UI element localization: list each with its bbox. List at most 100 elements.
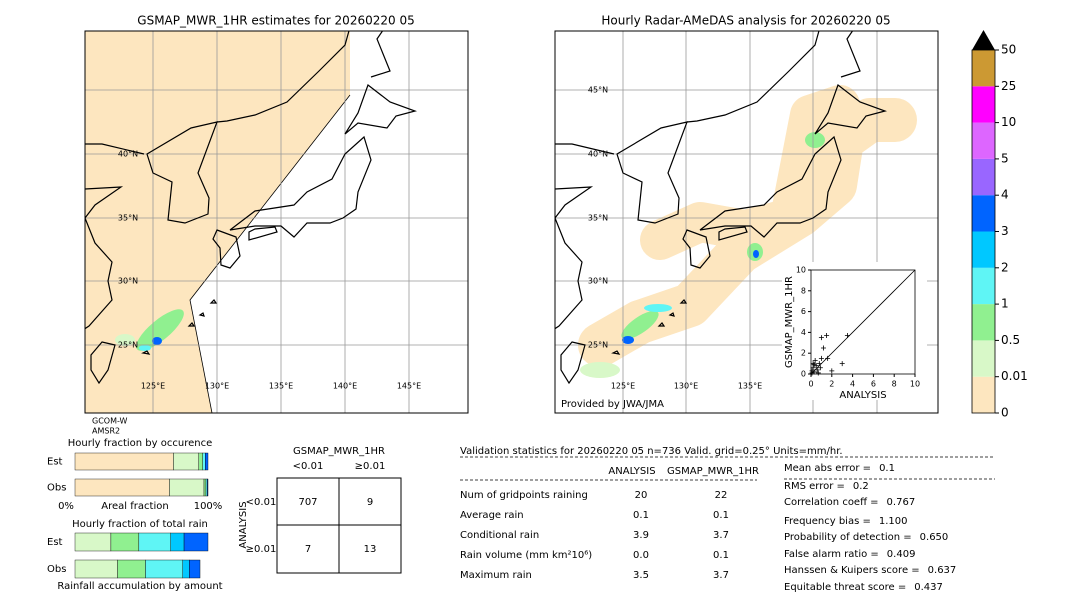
point <box>818 335 824 341</box>
y-tick-label: 8 <box>801 286 806 295</box>
lon-label: 135°E <box>269 382 293 391</box>
table-cell: 13 <box>364 544 377 555</box>
map-frame <box>554 30 939 414</box>
colorbar-tick-label: 10 <box>1001 115 1016 129</box>
point <box>811 362 817 368</box>
colorbar-tick-label: 0 <box>1001 406 1009 420</box>
colorbar-tick-label: 0.01 <box>1001 369 1028 383</box>
colorbar-segment <box>972 376 995 413</box>
score-label: Mean abs error = <box>784 463 871 474</box>
satellite-label: GCOM-W <box>92 417 128 426</box>
colorbar-tick-label: 2 <box>1001 260 1009 274</box>
diagonal <box>810 269 916 375</box>
point <box>829 368 835 374</box>
table-title: GSMAP_MWR_1HR <box>293 446 385 457</box>
fraction-segment <box>74 532 112 552</box>
left-map <box>85 31 468 413</box>
row-label: ≥0.01 <box>246 544 277 555</box>
fraction-segment <box>207 478 209 497</box>
colorbar-extend <box>972 30 995 50</box>
y-tick-label: 0 <box>801 370 806 379</box>
rain-area <box>139 345 151 351</box>
fraction-segment <box>169 478 205 497</box>
colorbar-tick-label: 3 <box>1001 224 1009 238</box>
fraction-segment <box>170 532 185 552</box>
stat-label: Rain volume (mm km²10⁶) <box>460 550 592 561</box>
colorbar-segment <box>972 231 995 268</box>
row-label: Obs <box>47 483 66 494</box>
row-label: Est <box>47 457 63 468</box>
score-label: Probability of detection = <box>784 532 912 543</box>
stat-value: 3.7 <box>713 570 729 581</box>
score-value: 0.767 <box>887 497 916 508</box>
lon-label: 140°E <box>333 382 357 391</box>
rain-area <box>580 362 620 378</box>
map-frame <box>84 30 469 414</box>
rain-area <box>136 309 184 351</box>
colorbar-tick-label: 4 <box>1001 188 1009 202</box>
stat-label: Num of gridpoints raining <box>460 490 588 501</box>
colorbar-tick-label: 1 <box>1001 297 1009 311</box>
row-title: ANALYSIS <box>238 501 249 548</box>
stat-value: 0.1 <box>713 510 729 521</box>
point <box>817 365 823 371</box>
colorbar-segment <box>972 195 995 232</box>
rain-area <box>805 132 825 148</box>
x-axis-label: ANALYSIS <box>839 390 886 401</box>
column-label: <0.01 <box>293 461 324 472</box>
score-value: 0.409 <box>887 549 916 560</box>
lat-label: 30°N <box>588 277 608 286</box>
point <box>815 370 821 376</box>
fraction-segment <box>110 532 140 552</box>
fraction-segment <box>74 559 118 579</box>
rain-area <box>115 334 135 346</box>
colorbar-segment <box>972 340 995 377</box>
fraction-segment <box>183 532 209 552</box>
rain-area <box>644 304 672 312</box>
lat-label: 35°N <box>588 214 608 223</box>
stat-label: Average rain <box>460 510 524 521</box>
swath-edge <box>189 94 351 413</box>
point <box>820 345 826 351</box>
rain-area <box>753 250 759 258</box>
fraction-segment <box>198 452 203 471</box>
fraction-segment <box>173 452 199 471</box>
point <box>818 355 824 361</box>
colorbar-tick-label: 50 <box>1001 43 1016 57</box>
point <box>811 369 817 375</box>
score-value: 0.2 <box>853 481 869 492</box>
y-tick-label: 4 <box>801 328 806 337</box>
lat-label: 40°N <box>118 150 138 159</box>
score-label: RMS error = <box>784 481 845 492</box>
colorbar-segment <box>972 304 995 341</box>
lon-label: 135°E <box>738 382 762 391</box>
satellite-label: AMSR2 <box>92 427 120 436</box>
stat-value: 0.1 <box>713 550 729 561</box>
credit: Provided by JWA/JMA <box>561 399 664 410</box>
lon-label: 130°E <box>205 382 229 391</box>
score-label: Correlation coeff = <box>784 497 879 508</box>
fraction-segment <box>182 559 190 579</box>
rain-area <box>152 337 162 345</box>
table-cell: 707 <box>298 497 317 508</box>
score-label: Equitable threat score = <box>784 582 906 593</box>
panel-title: Hourly fraction by occurence <box>68 438 212 449</box>
stat-value: 0.0 <box>633 550 649 561</box>
score-label: Hanssen & Kuipers score = <box>784 565 920 576</box>
rain-area <box>621 310 659 340</box>
x-tick-label: 4 <box>850 380 855 389</box>
colorbar-segment <box>972 158 995 196</box>
x-tick-label: 8 <box>892 380 897 389</box>
stat-value: 3.9 <box>633 530 649 541</box>
fraction-segment <box>205 452 209 471</box>
y-tick-label: 6 <box>801 307 806 316</box>
point <box>813 363 819 369</box>
x-tick-label: 6 <box>871 380 876 389</box>
stat-value: 22 <box>715 490 728 501</box>
stat-value: 20 <box>635 490 648 501</box>
column-label: ≥0.01 <box>355 461 386 472</box>
map-title: GSMAP_MWR_1HR estimates for 20260220 05 <box>137 14 414 28</box>
lon-label: 125°E <box>141 382 165 391</box>
axis-end-label: 0% <box>58 501 74 512</box>
